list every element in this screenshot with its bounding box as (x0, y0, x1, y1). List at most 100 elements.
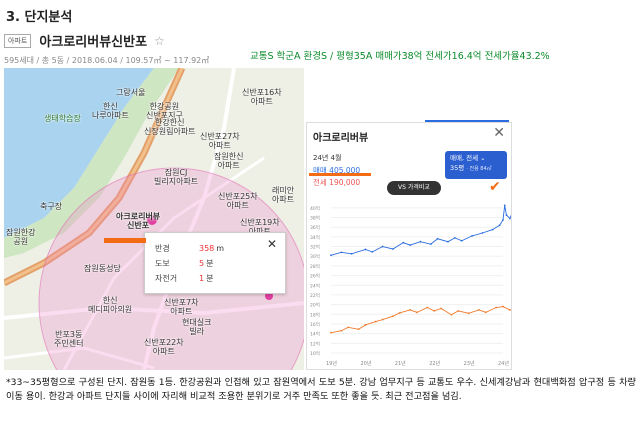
rent-price-point (409, 309, 412, 311)
chart-y-tick-label: 12억 (310, 340, 320, 347)
description-text: *33~35평형으로 구성된 단지. 잠원동 1등. 한강공원과 인접해 있고 … (6, 377, 636, 403)
section-title: 3. 단지분석 (6, 10, 73, 25)
chart-y-tick-label: 40억 (310, 205, 320, 212)
rent-price-point (381, 318, 384, 321)
map-label-shinbanpo19: 신반포19차 아파트 (240, 218, 280, 236)
chart-x-tick-label: 23년 (464, 360, 475, 367)
trade-price-point (502, 219, 504, 221)
walk-value: 5 (199, 259, 205, 268)
rent-price-point (484, 311, 487, 314)
price-panel: 아크로리버뷰 ✕ 24년 4월 매매 405,000 전세 190,000 매매… (306, 120, 512, 370)
rent-price-point (416, 311, 418, 314)
map-label-banpo3: 반포3동 주민센터 (54, 330, 84, 349)
trade-price-point (491, 228, 494, 231)
chart-y-tick-label: 24억 (310, 282, 320, 289)
chart-x-tick-label: 24년 (498, 360, 509, 367)
rent-price-point (450, 313, 453, 316)
distance-popup: 반경 358 m 도보 5 분 자전거 1 분 ✕ (144, 232, 286, 294)
rent-price-point (467, 312, 470, 315)
chart-y-tick-label: 28억 (310, 263, 320, 270)
trade-price-point (508, 217, 511, 220)
chart-y-tick-label: 36억 (310, 224, 320, 231)
chart-x-tick-label: 21년 (395, 360, 406, 367)
chart-x-tick-label: 19년 (326, 360, 337, 367)
trade-price-point (447, 240, 449, 243)
bike-value: 1 (199, 274, 205, 283)
rent-price-point (340, 329, 343, 332)
trade-price-point (371, 250, 374, 253)
rent-price-point (398, 311, 401, 314)
map-label-raemian: 래미안 아파트 (272, 186, 295, 205)
trade-price-point (505, 214, 508, 216)
chart-y-tick-label: 32억 (310, 244, 320, 251)
chart-y-tick-label: 34억 (310, 234, 320, 241)
chart-y-tick-label: 30억 (310, 253, 320, 260)
trade-price-point (503, 204, 506, 207)
highlight-underline (104, 238, 146, 243)
trade-price-point (402, 241, 405, 244)
check-mark-icon: ✔ (489, 179, 501, 195)
chart-y-tick-label: 18억 (310, 311, 320, 318)
apartment-meta: 595세대 / 총 5동 / 2018.06.04 / 109.57㎡ ~ 11… (4, 56, 210, 65)
chart-y-tick-label: 16억 (310, 321, 320, 328)
trade-price-line (330, 205, 511, 256)
chart-y-tick-label: 22억 (310, 292, 320, 299)
trade-price-point (471, 235, 473, 237)
panel-trade-price: 매매 405,000 (313, 166, 361, 175)
chart-y-tick-label: 10억 (310, 350, 320, 357)
badge-size-detail: · 전용 84㎡ (466, 165, 492, 172)
bike-label: 자전거 (155, 274, 178, 283)
map-label-jamwon-cj: 잠원CJ 빌리지아파트 (154, 168, 199, 187)
map-label-hanshin-naru: 한신 나루아파트 (92, 102, 129, 121)
star-icon[interactable]: ☆ (154, 33, 165, 48)
trade-price-point (381, 245, 384, 248)
map-label-shinbanpo27: 신반포27차 아파트 (200, 132, 240, 151)
rent-price-point (374, 320, 377, 323)
map-label-hyundai-silk: 현대실크 빌라 (182, 318, 212, 337)
rent-price-point (440, 307, 442, 310)
rent-price-point (357, 328, 360, 331)
apartment-tag: 아파트 (4, 33, 32, 48)
rent-price-point (347, 326, 350, 329)
panel-month: 24년 4월 (313, 154, 342, 162)
trade-price-underline (309, 173, 371, 176)
popup-close-icon[interactable]: ✕ (266, 237, 277, 251)
radius-value: 358 (199, 244, 215, 253)
rent-price-point (502, 305, 504, 308)
score-line: 교통S 학군A 환경S / 평형35A 매매가38억 전세가16.4억 전세가율… (250, 51, 550, 62)
map-label-jamwon-dong: 잠원동성당 (84, 264, 121, 273)
map-label-acro[interactable]: 아크로리버뷰 신반포 (116, 212, 161, 231)
rent-price-point (495, 306, 498, 309)
map-label-shinbanpo7: 신반포7차 아파트 (164, 298, 199, 317)
trade-price-point (392, 248, 394, 250)
trade-price-point (364, 248, 367, 251)
map-canvas (4, 68, 304, 370)
badge-line1: 매매, 전세 ⌄ (450, 154, 486, 162)
map-label-shinbanpo25: 신반포25차 아파트 (218, 192, 258, 211)
compare-button[interactable]: VS 가격비교 (387, 181, 441, 195)
apartment-header: 아파트 아크로리버뷰신반포 ☆ 595세대 / 총 5동 / 2018.06.0… (4, 30, 304, 66)
panel-accent-line (425, 120, 509, 122)
rent-price-point (426, 306, 429, 309)
trade-price-point (453, 236, 456, 239)
panel-close-icon[interactable]: ✕ (493, 125, 505, 141)
map-label-shinbanpo16: 신반포16차 아파트 (242, 88, 282, 107)
chart-x-tick-label: 20년 (360, 360, 371, 367)
trade-price-point (340, 251, 343, 254)
type-select-badge[interactable]: 매매, 전세 ⌄ 35평 · 전용 84㎡ (445, 151, 507, 179)
trade-price-point (429, 243, 432, 246)
map-label-granseo: 그랑서울 (116, 88, 146, 97)
bike-unit: 분 (206, 274, 214, 283)
rent-price-point (364, 324, 367, 326)
trade-price-point (409, 244, 412, 246)
trade-price-point (460, 239, 463, 242)
radius-label: 반경 (155, 244, 170, 253)
panel-title: 아크로리버뷰 (313, 133, 369, 144)
radius-unit: m (216, 244, 225, 253)
map-view[interactable]: 그랑서울 한신 나루아파트 생태학습장 한강공원 신반포지구 한강한신 신장원림… (4, 68, 304, 370)
map-label-shinbanpo22: 신반포22차 아파트 (144, 338, 184, 357)
trade-price-point (436, 237, 439, 240)
chart-y-tick-label: 14억 (310, 331, 320, 338)
rent-price-point (433, 310, 436, 312)
chart-y-tick-label: 38억 (310, 215, 320, 222)
